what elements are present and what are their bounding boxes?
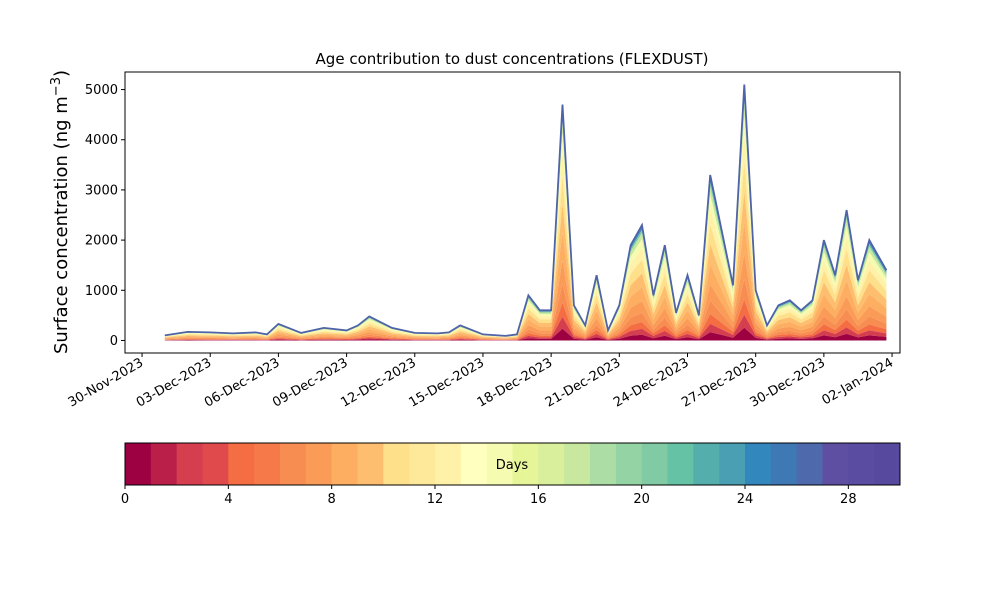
colorbar-swatch bbox=[719, 443, 746, 485]
chart-title: Age contribution to dust concentrations … bbox=[316, 50, 709, 68]
age-band-area bbox=[164, 102, 887, 337]
colorbar-swatch bbox=[176, 443, 203, 485]
x-axis: 30-Nov-202303-Dec-202306-Dec-202309-Dec-… bbox=[66, 353, 896, 411]
colorbar-tick-label: 0 bbox=[121, 492, 129, 507]
x-tick-label: 02-Jan-2024 bbox=[819, 355, 896, 408]
axes-frame bbox=[124, 71, 901, 354]
colorbar-swatch bbox=[693, 443, 720, 485]
colorbar-swatch bbox=[538, 443, 565, 485]
colorbar-swatch bbox=[331, 443, 358, 485]
colorbar-swatch bbox=[228, 443, 255, 485]
colorbar-swatch bbox=[667, 443, 694, 485]
x-tick-label: 12-Dec-2023 bbox=[338, 355, 418, 410]
colorbar-swatch bbox=[280, 443, 307, 485]
colorbar-swatch bbox=[874, 443, 901, 485]
x-tick-label: 30-Dec-2023 bbox=[747, 355, 827, 410]
colorbar-swatch bbox=[125, 443, 152, 485]
colorbar-swatch bbox=[590, 443, 617, 485]
colorbar-swatch bbox=[564, 443, 591, 485]
age-band-area bbox=[164, 314, 887, 341]
y-tick-label: 3000 bbox=[85, 183, 118, 198]
colorbar-frame bbox=[124, 442, 901, 486]
x-tick-label: 30-Nov-2023 bbox=[66, 355, 146, 410]
age-band-area bbox=[164, 94, 887, 337]
x-tick-label: 09-Dec-2023 bbox=[270, 355, 350, 410]
x-tick-label: 24-Dec-2023 bbox=[611, 355, 691, 410]
colorbar-swatch bbox=[357, 443, 384, 485]
y-tick-label: 2000 bbox=[85, 234, 118, 249]
y-tick-label: 5000 bbox=[85, 83, 118, 98]
y-tick-label: 0 bbox=[110, 334, 118, 349]
colorbar-swatch bbox=[770, 443, 798, 485]
colorbar-tick-label: 8 bbox=[328, 492, 336, 507]
colorbar-swatch bbox=[796, 443, 823, 485]
x-tick-label: 06-Dec-2023 bbox=[202, 355, 282, 410]
colorbar-tick-label: 20 bbox=[633, 492, 650, 507]
y-tick-label: 4000 bbox=[85, 133, 118, 148]
y-axis: 0 1000 2000 3000 4000 5000 bbox=[85, 83, 125, 349]
x-tick-label: 27-Dec-2023 bbox=[679, 355, 759, 410]
colorbar-swatch bbox=[615, 443, 643, 485]
colorbar-swatch bbox=[486, 443, 513, 485]
colorbar-swatch bbox=[822, 443, 849, 485]
colorbar-label: Days bbox=[496, 458, 529, 473]
y-tick-label: 1000 bbox=[85, 284, 118, 299]
x-tick-label: 21-Dec-2023 bbox=[543, 355, 623, 410]
colorbar-swatch bbox=[745, 443, 772, 485]
x-tick-label: 03-Dec-2023 bbox=[134, 355, 214, 410]
colorbar-swatch bbox=[383, 443, 410, 485]
y-axis-label: Surface concentration (ng m−3) bbox=[49, 70, 72, 354]
x-tick-label: 18-Dec-2023 bbox=[475, 355, 555, 410]
colorbar-tick-label: 16 bbox=[530, 492, 547, 507]
age-band-area bbox=[164, 327, 887, 341]
colorbar-swatch bbox=[435, 443, 462, 485]
colorbar-tick-label: 28 bbox=[840, 492, 857, 507]
x-tick-label: 15-Dec-2023 bbox=[407, 355, 487, 410]
colorbar-tick-label: 24 bbox=[737, 492, 754, 507]
colorbar-swatch bbox=[150, 443, 178, 485]
total-concentration-line bbox=[164, 84, 888, 337]
plot-area bbox=[124, 71, 901, 354]
colorbar-swatch bbox=[409, 443, 436, 485]
colorbar-swatch bbox=[254, 443, 281, 485]
colorbar-tick-label: 12 bbox=[427, 492, 444, 507]
age-band-area bbox=[164, 89, 887, 337]
colorbar-swatch bbox=[460, 443, 488, 485]
colorbar-swatch bbox=[202, 443, 229, 485]
age-band-area bbox=[164, 84, 887, 336]
colorbar-swatch bbox=[512, 443, 539, 485]
colorbar-swatch bbox=[305, 443, 333, 485]
colorbar-swatch bbox=[641, 443, 668, 485]
colorbar-swatch bbox=[848, 443, 875, 485]
colorbar-tick-label: 4 bbox=[224, 492, 232, 507]
colorbar: 0 4 8 12 16 20 24 28 bbox=[121, 442, 901, 507]
